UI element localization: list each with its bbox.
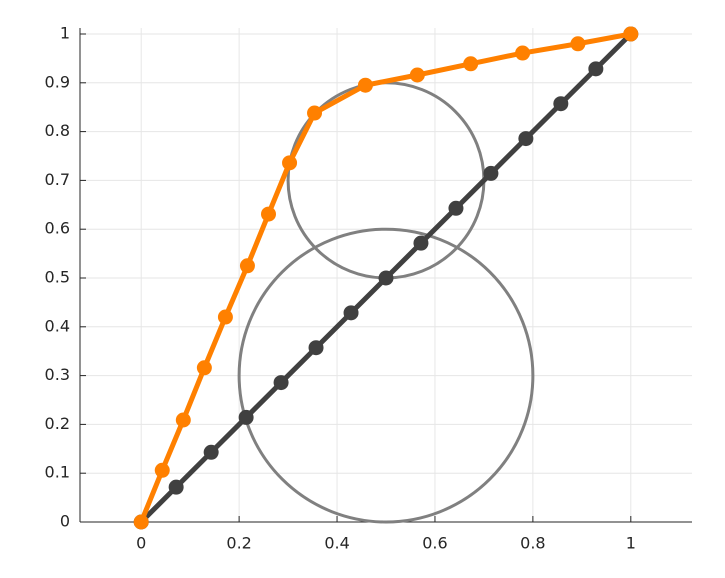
point: [357, 77, 373, 93]
x-tick-label: 0.8: [520, 534, 545, 553]
y-tick-label: 1: [60, 24, 70, 43]
point: [570, 36, 586, 52]
point: [448, 200, 464, 216]
x-tick-label: 0.2: [226, 534, 251, 553]
y-tick-label: 0.2: [45, 414, 70, 433]
point: [175, 412, 191, 428]
point: [553, 96, 569, 112]
point: [154, 462, 170, 478]
x-tick-label: 1: [626, 534, 636, 553]
point: [203, 444, 219, 460]
point: [378, 270, 394, 286]
y-tick-label: 0.8: [45, 121, 70, 140]
y-tick-label: 0: [60, 512, 70, 531]
y-tick-label: 0.5: [45, 268, 70, 287]
y-tick-label: 0.1: [45, 463, 70, 482]
point: [168, 479, 184, 495]
point: [515, 45, 531, 61]
point: [409, 67, 425, 83]
point: [282, 155, 298, 171]
x-tick-label: 0.4: [324, 534, 349, 553]
y-tick-label: 0.9: [45, 72, 70, 91]
x-tick-label: 0: [136, 534, 146, 553]
y-tick-label: 0.3: [45, 365, 70, 384]
point: [273, 375, 289, 391]
y-tick-label: 0.6: [45, 219, 70, 238]
point: [623, 26, 639, 42]
point: [133, 514, 149, 530]
point: [518, 131, 534, 147]
point: [463, 56, 479, 72]
point: [238, 409, 254, 425]
point: [217, 309, 233, 325]
point: [308, 340, 324, 356]
point: [196, 360, 212, 376]
y-tick-label: 0.4: [45, 316, 70, 335]
point: [307, 105, 323, 121]
point: [413, 235, 429, 251]
circle-outline: [237, 227, 535, 524]
y-tick-label: 0.7: [45, 170, 70, 189]
point: [239, 258, 255, 274]
x-tick-label: 0.6: [422, 534, 447, 553]
point: [483, 165, 499, 181]
point: [343, 305, 359, 321]
point: [588, 61, 604, 77]
point: [260, 206, 276, 222]
